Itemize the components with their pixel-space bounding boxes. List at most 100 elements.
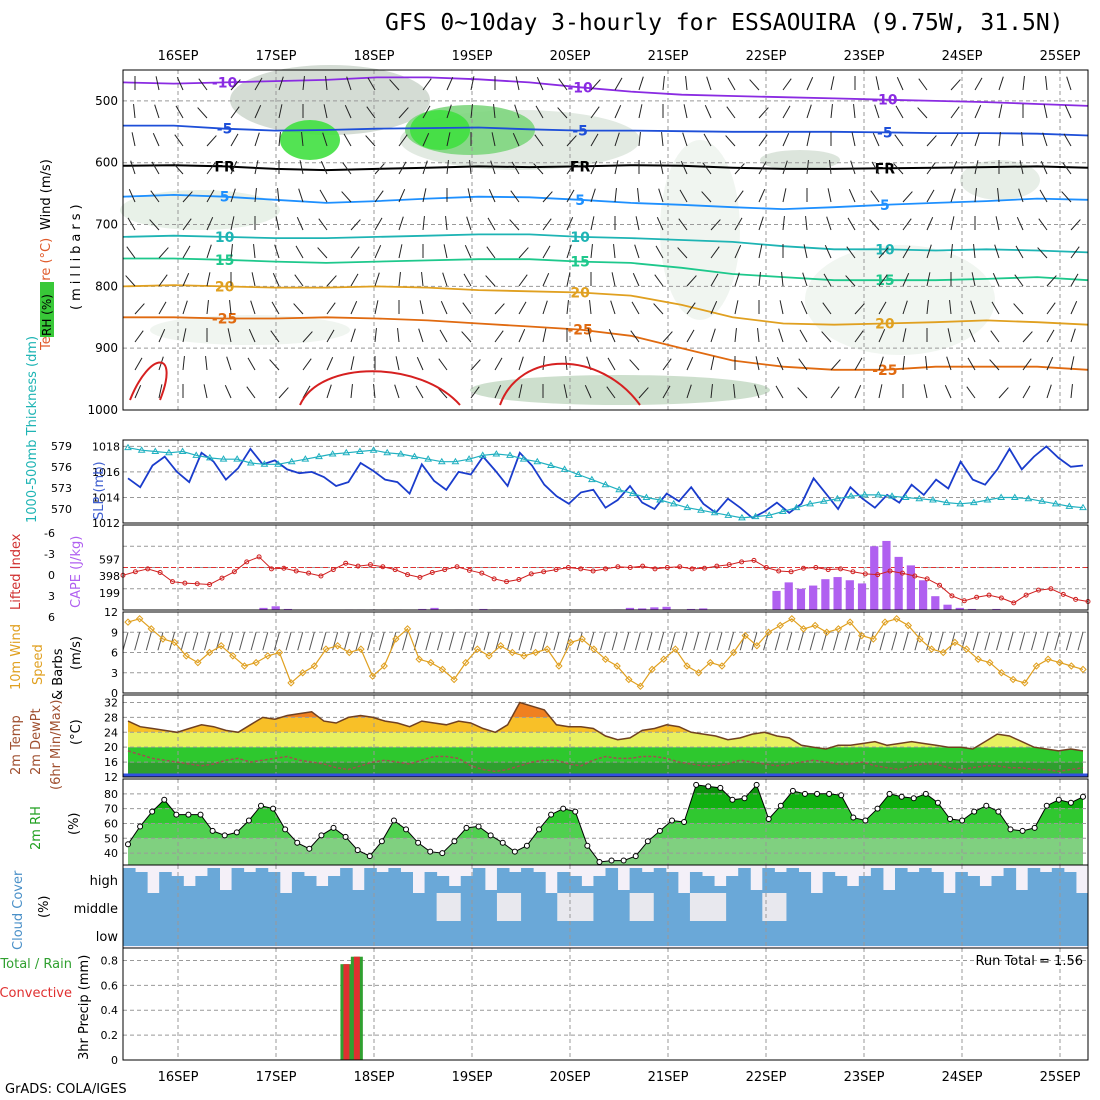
thickness-marker: [956, 499, 965, 507]
wind-label: Wind (m/s): [39, 159, 54, 230]
thickness-marker: [396, 450, 405, 457]
wind-speed-marker: [962, 645, 971, 653]
cloud-high: [822, 872, 836, 893]
wind-barb: [230, 106, 240, 119]
wind-barb: [566, 300, 569, 315]
cloud-middle: [1027, 893, 1041, 921]
thickness-marker: [492, 450, 501, 457]
rh-tick: 50: [104, 832, 118, 845]
rh-band: [128, 808, 1083, 824]
cloud-low: [472, 921, 486, 946]
thickness-marker: [424, 455, 433, 462]
rh-marker: [971, 808, 978, 815]
cloud-middle: [1051, 893, 1065, 921]
wind-barb: [782, 105, 791, 119]
wind-barb: [1022, 385, 1031, 399]
wind-barb-10m: [646, 632, 653, 651]
wind-barb-10m: [739, 632, 746, 651]
cloud-low: [267, 921, 281, 946]
rh-marker: [390, 817, 397, 824]
wind-barb: [182, 356, 185, 371]
date-label-bottom: 23SEP: [844, 1070, 885, 1085]
wind-barb: [998, 387, 1009, 399]
wind-barb: [134, 330, 144, 343]
wind-barb: [350, 328, 356, 343]
wind-barb: [590, 188, 596, 203]
wind-barb: [470, 386, 480, 399]
wind-barb: [302, 358, 312, 371]
wind-barb: [158, 384, 163, 399]
rh-label: RH (%): [40, 294, 54, 336]
cloud-low: [159, 921, 172, 946]
cloud-high: [581, 886, 594, 893]
wind-barb: [421, 272, 424, 287]
wind-barb: [734, 190, 744, 203]
wind-barb: [1070, 356, 1075, 371]
wind-barb: [800, 301, 808, 315]
rh-marker: [1080, 793, 1086, 800]
wind-speed-marker: [345, 648, 353, 657]
cloud-high: [895, 868, 908, 893]
cloud-high: [316, 886, 329, 893]
cloud-low: [195, 921, 208, 946]
wind-speed-marker: [648, 665, 656, 674]
precip-tick: 0.6: [101, 979, 119, 992]
li-marker: [454, 564, 460, 570]
rh-marker: [197, 811, 204, 818]
wind-barb: [1062, 162, 1072, 175]
wind-barb: [326, 357, 334, 371]
wind-barb: [278, 76, 284, 91]
wind-barb: [1038, 218, 1048, 231]
li-marker: [924, 576, 930, 582]
rh-band: [128, 823, 1083, 839]
rh-marker: [1067, 799, 1074, 806]
cloud-middle: [762, 893, 775, 921]
wind-barb: [851, 132, 856, 147]
cloud-middle: [400, 893, 413, 921]
wind-barb: [710, 328, 716, 343]
thickness-marker: [274, 460, 282, 467]
cloud-high: [1015, 890, 1029, 893]
wind-barb-10m: [623, 632, 630, 651]
cape-bar: [430, 607, 439, 610]
wind-barb: [563, 384, 568, 399]
cloud-low: [581, 921, 594, 946]
wind-barb: [510, 190, 520, 203]
cape-bar: [833, 577, 842, 610]
li-marker: [194, 581, 200, 587]
wind-barb: [998, 132, 1001, 147]
wind-barb: [254, 132, 260, 147]
cloud-middle: [907, 893, 920, 921]
wind-barb: [925, 356, 928, 371]
cloud-low: [291, 921, 305, 946]
cloud-middle: [364, 893, 377, 921]
wind-speed-marker: [566, 638, 575, 647]
wind-barb: [418, 328, 424, 343]
li-marker: [899, 570, 905, 576]
li-marker: [825, 567, 831, 573]
rh-marker: [874, 805, 881, 812]
li-marker: [763, 565, 769, 570]
wind-ylabel-2: Speed: [31, 644, 46, 685]
cloud-low: [955, 921, 968, 946]
wind-barb: [566, 162, 576, 175]
cloud-high: [424, 872, 438, 893]
cloud-middle: [328, 893, 341, 921]
cape-bar: [650, 607, 659, 610]
wind-barb: [850, 160, 856, 175]
wind-barb: [461, 331, 472, 343]
wind-barb-10m: [821, 632, 828, 651]
cloud-high: [484, 890, 498, 893]
rh-marker: [910, 795, 917, 802]
rh-marker: [644, 838, 651, 845]
wind-speed-marker: [450, 675, 458, 684]
cloud-high: [521, 868, 534, 893]
wind-speed-marker: [438, 665, 447, 674]
wind-barb: [686, 329, 695, 343]
rh-marker: [403, 826, 410, 833]
wind-barb: [350, 384, 353, 399]
wind-ylabel: 10m Wind: [9, 624, 24, 690]
wind-barb: [134, 303, 145, 315]
cloud-high: [919, 868, 932, 893]
date-label-top: 17SEP: [256, 49, 297, 64]
